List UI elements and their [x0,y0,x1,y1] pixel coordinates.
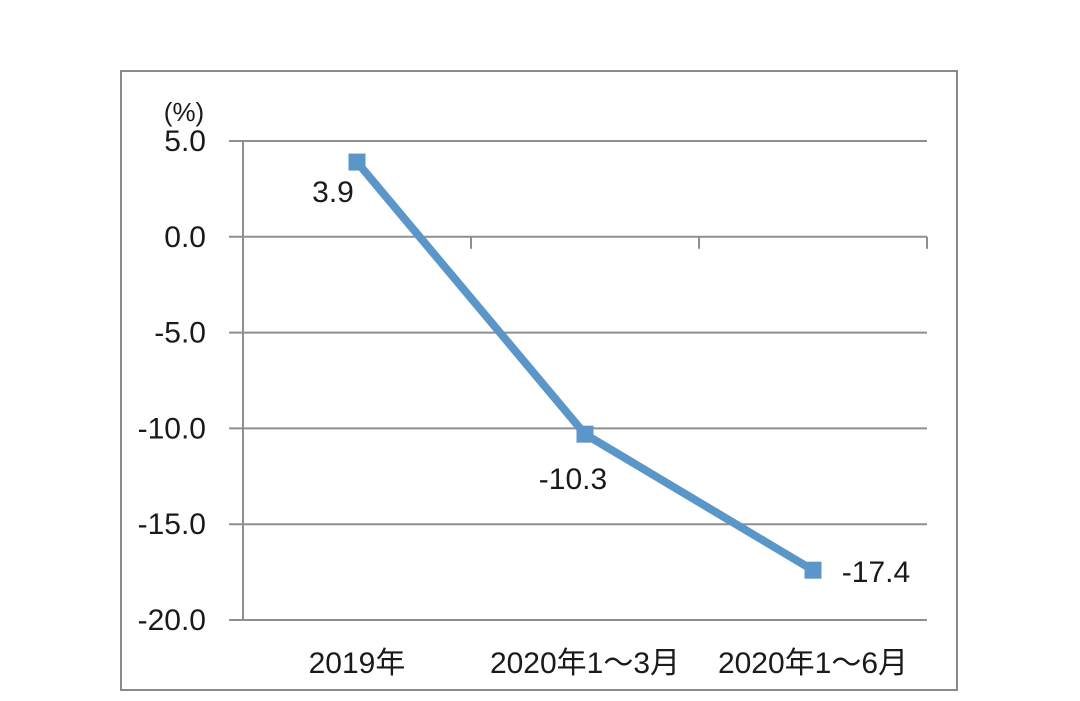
y-axis-tick-label: -5.0 [154,317,206,350]
data-point-label: -10.3 [539,463,607,496]
x-axis-category-label: 2019年 [309,647,406,680]
y-axis-tick-label: 0.0 [164,221,206,254]
data-point-marker [804,561,822,579]
y-axis-tick-label: -15.0 [138,508,206,541]
x-axis-category-label: 2020年1～6月 [718,647,908,680]
y-axis-tick-label: -10.0 [138,412,206,445]
series-line [353,159,816,574]
y-axis-unit-label: (%) [164,97,204,127]
y-axis-tick-label: -20.0 [138,604,206,637]
data-point-marker [348,153,366,171]
data-point-label: -17.4 [842,556,910,589]
x-axis-category-label: 2020年1～3月 [490,647,680,680]
chart-frame-border [120,70,958,691]
y-axis-tick-label: 5.0 [164,125,206,158]
data-point-label: 3.9 [312,176,354,209]
data-point-marker [576,425,594,443]
